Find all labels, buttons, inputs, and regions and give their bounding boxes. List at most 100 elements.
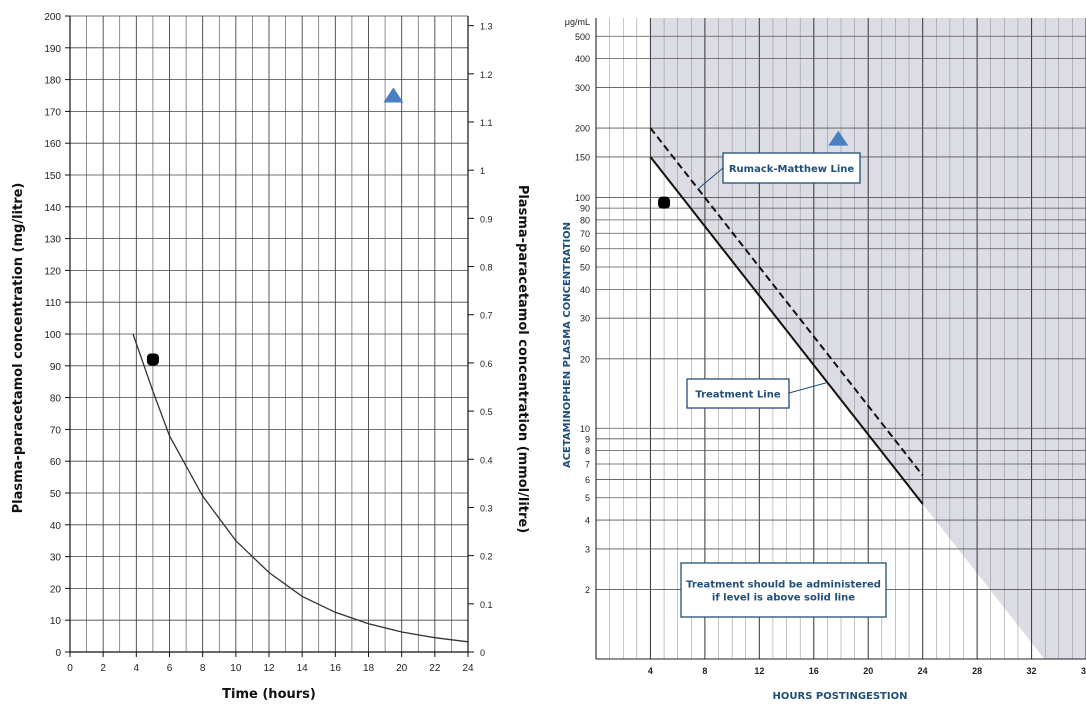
y2-tick-label: 0 — [480, 648, 485, 658]
x-tick-label: 2 — [100, 663, 106, 674]
x-tick-label: 20 — [396, 663, 408, 674]
y-tick-label: 30 — [580, 314, 590, 324]
x-axis-label: Time (hours) — [222, 687, 316, 702]
y-tick-label: 300 — [575, 83, 590, 93]
y2-tick-label: 1.2 — [480, 70, 493, 80]
y-tick-label: 40 — [50, 521, 62, 532]
y2-axis-label: Plasma-paracetamol concentration (mmol/l… — [515, 185, 530, 533]
y-tick-label: 500 — [575, 32, 590, 42]
treatment-line-label-leader — [788, 381, 828, 394]
y-axis-label: Plasma-paracetamol concentration (mg/lit… — [11, 183, 26, 514]
x-tick-label: 24 — [462, 663, 474, 674]
y-tick-label: 0 — [55, 648, 61, 659]
y-tick-label: 2 — [585, 585, 590, 595]
y-tick-label: 170 — [44, 107, 61, 118]
x-tick-label: 12 — [754, 666, 764, 676]
circle-marker — [658, 196, 671, 209]
treatment-line-label-text: Treatment Line — [695, 390, 780, 401]
treatment-line — [649, 156, 924, 505]
y-tick-label: 4 — [585, 516, 590, 526]
y-tick-label: 6 — [585, 475, 590, 485]
y-tick-label: 150 — [575, 152, 590, 162]
y2-tick-label: 0.3 — [480, 503, 493, 513]
y-tick-label: 80 — [580, 215, 590, 225]
y-unit-label: μg/mL — [565, 17, 590, 27]
y-tick-label: 50 — [50, 489, 62, 500]
x-tick-label: 14 — [297, 663, 309, 674]
x-tick-label: 0 — [67, 663, 73, 674]
y-tick-label: 90 — [50, 362, 62, 373]
y-tick-label: 60 — [50, 457, 62, 468]
y-tick-label: 70 — [50, 425, 62, 436]
decay-curve — [132, 333, 469, 643]
y-tick-label: 100 — [575, 193, 590, 203]
y2-tick-label: 0.9 — [480, 214, 493, 224]
x-tick-label: 20 — [863, 666, 873, 676]
y-tick-label: 200 — [575, 124, 590, 134]
y-tick-label: 100 — [44, 330, 61, 341]
x-tick-label: 8 — [702, 666, 707, 676]
y-tick-label: 190 — [44, 44, 61, 55]
y-axis-label: ACETAMINOPHEN PLASMA CONCENTRATION — [562, 222, 573, 468]
x-tick-label: 4 — [134, 663, 140, 674]
y-tick-label: 60 — [580, 244, 590, 254]
x-tick-label: 28 — [972, 666, 982, 676]
x-axis-label: HOURS POSTINGESTION — [773, 691, 908, 702]
x-tick-label: 22 — [429, 663, 441, 674]
y-tick-label: 140 — [44, 203, 61, 214]
y2-tick-label: 1 — [480, 166, 485, 176]
treatment-note-text: if level is above solid line — [712, 593, 855, 604]
y2-tick-label: 0.1 — [480, 600, 493, 610]
treatment-line-label-box — [686, 378, 790, 409]
y-tick-label: 3 — [585, 544, 590, 554]
x-tick-label: 10 — [230, 663, 242, 674]
y-tick-label: 20 — [50, 584, 62, 595]
x-tick-label: 36 — [1081, 666, 1086, 676]
y-tick-label: 130 — [44, 235, 61, 246]
y2-tick-label: 0.5 — [480, 407, 493, 417]
y2-tick-label: 0.4 — [480, 455, 493, 465]
y-tick-label: 70 — [580, 229, 590, 239]
treatment-note-box — [680, 562, 887, 618]
x-tick-label: 32 — [1027, 666, 1037, 676]
y-tick-label: 10 — [580, 424, 590, 434]
y2-tick-label: 1.1 — [480, 118, 493, 128]
y-tick-label: 120 — [44, 266, 61, 277]
y2-tick-label: 0.8 — [480, 263, 493, 273]
x-tick-label: 6 — [167, 663, 173, 674]
rumack-matthew-label-leader — [697, 167, 724, 190]
y2-tick-label: 0.6 — [480, 359, 493, 369]
y-tick-label: 30 — [50, 553, 62, 564]
treatment-note-text: Treatment should be administered — [686, 580, 881, 591]
y2-tick-label: 0.7 — [480, 311, 493, 321]
y-tick-label: 160 — [44, 139, 61, 150]
y-tick-label: 90 — [580, 204, 590, 214]
y-tick-label: 20 — [580, 354, 590, 364]
circle-marker — [146, 353, 159, 366]
rumack-matthew-label-text: Rumack-Matthew Line — [729, 164, 855, 175]
x-tick-label: 18 — [363, 663, 375, 674]
y2-tick-label: 0.2 — [480, 552, 493, 562]
x-tick-label: 12 — [263, 663, 275, 674]
y-tick-label: 400 — [575, 54, 590, 64]
x-tick-label: 4 — [648, 666, 653, 676]
x-tick-label: 24 — [918, 666, 928, 676]
rumack-matthew-line — [649, 127, 924, 476]
y-tick-label: 40 — [580, 285, 590, 295]
y-tick-label: 5 — [585, 493, 590, 503]
x-tick-label: 16 — [809, 666, 819, 676]
y-tick-label: 10 — [50, 616, 62, 627]
y-tick-label: 7 — [585, 460, 590, 470]
y-tick-label: 9 — [585, 434, 590, 444]
x-tick-label: 16 — [330, 663, 342, 674]
rumack-matthew-label-box — [722, 152, 861, 184]
left-chart: 0102030405060708090100110120130140150160… — [11, 12, 530, 702]
triangle-marker — [383, 87, 404, 103]
y-tick-label: 110 — [45, 298, 61, 309]
y2-tick-label: 1.3 — [480, 22, 493, 32]
x-tick-label: 8 — [200, 663, 206, 674]
y-tick-label: 200 — [44, 12, 61, 23]
y-tick-label: 80 — [50, 394, 62, 405]
